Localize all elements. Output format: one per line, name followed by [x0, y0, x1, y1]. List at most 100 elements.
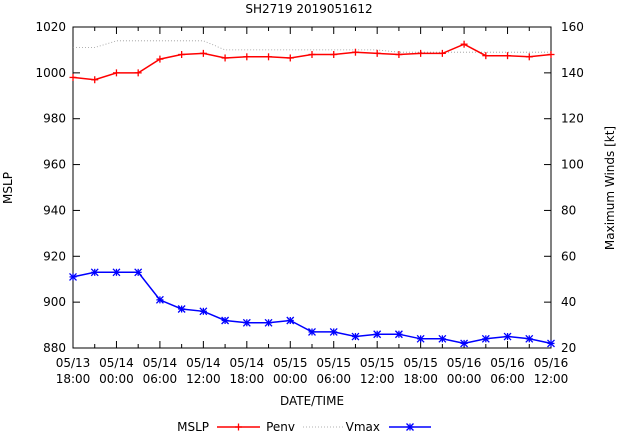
legend-label: Vmax	[346, 420, 380, 432]
x-tick-label-time: 18:00	[230, 372, 265, 386]
x-tick-label-date: 05/14	[143, 356, 178, 370]
right-y-axis: 20 40 60 80 100 120 140 160	[544, 20, 584, 355]
series-vmax-point-d2	[264, 318, 273, 327]
y-left-tick-label: 1000	[35, 66, 66, 80]
y-left-tick-label: 920	[43, 249, 66, 263]
series-penv-point	[504, 52, 512, 60]
y-left-tick-label: 940	[43, 203, 66, 217]
series-vmax-point	[503, 332, 512, 341]
series-vmax-point-d2	[112, 268, 121, 277]
series-vmax-point	[264, 318, 273, 327]
series-vmax-point	[525, 334, 534, 343]
y-right-tick-label: 100	[561, 158, 584, 172]
series-vmax-point	[373, 330, 382, 339]
series-vmax-point-d2	[481, 334, 490, 343]
y-axis-label-right: Maximum Winds [kt]	[603, 126, 617, 250]
series-vmax-point-d2	[329, 327, 338, 336]
y-axis-label-left: MSLP	[1, 172, 15, 204]
left-y-axis: 880 900 920 940 960 980 1000 1020	[35, 20, 80, 355]
legend-marker-d2	[406, 423, 414, 431]
series-vmax	[69, 268, 555, 348]
x-tick-label-time: 00:00	[99, 372, 134, 386]
series-vmax-point-d2	[460, 339, 469, 348]
y-right-tick-label: 80	[561, 203, 576, 217]
series-penv-point	[286, 54, 294, 62]
series-vmax-point	[242, 318, 251, 327]
x-axis-label: DATE/TIME	[280, 394, 344, 408]
series-vmax-point-d2	[177, 305, 186, 313]
series-penv-point	[265, 53, 273, 61]
series-vmax-point	[329, 327, 338, 336]
x-tick-label-date: 05/14	[230, 356, 265, 370]
x-tick-label-date: 05/14	[186, 356, 221, 370]
series-vmax-point	[90, 268, 99, 277]
series-mslp-line	[73, 40, 551, 53]
series-vmax-point-d2	[90, 268, 99, 277]
series-vmax-point	[547, 339, 555, 348]
series-vmax-point	[286, 316, 295, 325]
series-vmax-point	[394, 330, 403, 339]
y-right-tick-label: 160	[561, 20, 584, 34]
x-tick-label-time: 06:00	[316, 372, 351, 386]
x-tick-label-time: 12:00	[186, 372, 221, 386]
x-tick-label-time: 00:00	[273, 372, 308, 386]
y-right-tick-label: 20	[561, 341, 576, 355]
y-left-tick-label: 980	[43, 112, 66, 126]
x-tick-label-date: 05/15	[273, 356, 308, 370]
series-penv-point	[112, 69, 120, 77]
legend-marker	[235, 423, 242, 431]
series-penv-point	[460, 40, 468, 48]
series-penv-point	[156, 55, 164, 63]
series-penv-point	[482, 52, 490, 60]
legend: MSLP Penv Vmax	[177, 420, 431, 432]
x-tick-label-time: 06:00	[490, 372, 525, 386]
series-vmax-point	[460, 339, 469, 348]
series-vmax-point-d2	[221, 316, 230, 325]
series-penv-point	[395, 51, 403, 59]
x-tick-label-time: 18:00	[56, 372, 91, 386]
series-penv-point	[308, 51, 316, 59]
series-penv-line	[72, 43, 552, 81]
y-left-tick-label: 880	[43, 341, 66, 355]
series-vmax-point	[438, 334, 447, 343]
x-tick-label-date: 05/16	[490, 356, 525, 370]
series-penv-point	[373, 49, 381, 57]
series-vmax-point	[308, 327, 316, 336]
series-vmax-point	[221, 316, 230, 325]
series-vmax-point-d2	[373, 330, 382, 339]
y-right-tick-label: 60	[561, 249, 576, 263]
series-penv-point	[221, 54, 229, 62]
series-vmax-point-d2	[547, 339, 555, 348]
legend-label: Penv	[266, 420, 295, 432]
legend-marker	[406, 423, 414, 431]
series-vmax-point-d2	[199, 307, 208, 316]
series-vmax-point	[199, 307, 208, 316]
series-penv	[69, 40, 555, 84]
series-vmax-point-d2	[155, 295, 164, 304]
chart-title: SH2719 2019051612	[245, 2, 372, 16]
series-penv-point	[351, 48, 359, 56]
y-left-tick-label: 960	[43, 158, 66, 172]
series-vmax-point	[177, 305, 186, 313]
x-axis: 05/13 18:00 05/14 00:00 05/14 06:00 05/14 12:00…	[56, 27, 568, 386]
x-tick-label-date: 05/14	[99, 356, 134, 370]
series-vmax-point-d2	[69, 272, 77, 281]
series-penv-point	[178, 51, 186, 59]
x-tick-label-date: 05/15	[316, 356, 351, 370]
x-tick-label-date: 05/13	[56, 356, 91, 370]
series-vmax-point-d2	[242, 318, 251, 327]
series-vmax-point	[134, 268, 143, 277]
series-penv-point	[134, 69, 142, 77]
series-vmax-point-d2	[308, 327, 316, 336]
plot-frame	[72, 26, 552, 349]
series-vmax-point-d2	[134, 268, 143, 277]
series-penv-point	[69, 73, 77, 81]
series-penv-point	[91, 76, 99, 84]
x-tick-label-time: 00:00	[447, 372, 482, 386]
series-vmax-point-d2	[286, 316, 295, 325]
y-left-tick-label: 1020	[35, 20, 66, 34]
x-tick-label-time: 06:00	[143, 372, 178, 386]
series-vmax-point	[112, 268, 121, 277]
series-vmax-point	[69, 272, 77, 281]
